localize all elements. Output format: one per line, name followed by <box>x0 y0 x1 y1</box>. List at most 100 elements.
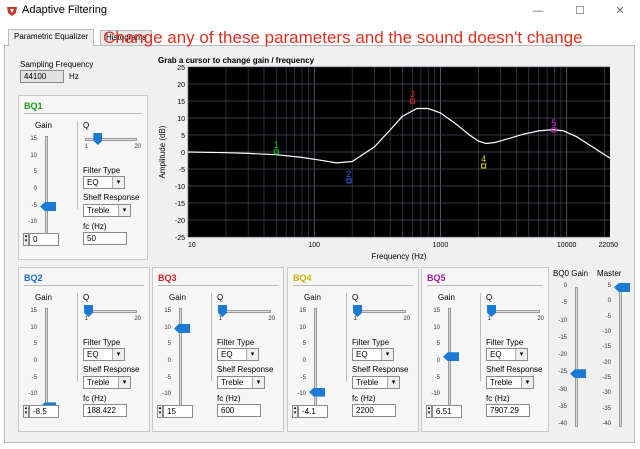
frequency-response-plot[interactable]: Grab a cursor to change gain / frequency… <box>158 55 630 267</box>
bq4-fc-field[interactable]: 2200 <box>352 404 396 417</box>
bq5-shelf-response-select[interactable]: Treble ▾ <box>486 376 534 389</box>
cursor-3-label[interactable]: 3 <box>410 89 415 99</box>
bq5-gain-field[interactable]: 6.51 <box>432 405 462 418</box>
chevron-down-icon[interactable]: ▾ <box>118 205 130 216</box>
bq2-gain-field[interactable]: -8.5 <box>29 405 59 418</box>
gain-tick-label: 0 <box>33 186 37 192</box>
y-tick-label: -25 <box>175 235 185 242</box>
cursor-1-marker[interactable] <box>273 149 279 155</box>
master-tick-label: -5 <box>605 313 611 320</box>
filter-type-label: Filter Type <box>352 338 390 347</box>
bq4-gain-field[interactable]: -4.1 <box>298 405 328 418</box>
gain-tick-label: 5 <box>302 341 306 348</box>
cursor-4-marker[interactable] <box>481 163 487 169</box>
bq4-filter-type-select[interactable]: EQ ▾ <box>352 348 394 361</box>
cursor-5-label[interactable]: 5 <box>551 118 556 128</box>
gain-tick-label: 0 <box>33 358 37 364</box>
close-button[interactable]: ✕ <box>615 5 625 17</box>
fc-label: fc (Hz) <box>217 394 241 403</box>
gain-spinner-icon[interactable]: ▴ ▾ <box>157 405 163 418</box>
gain-tick-label: -10 <box>431 391 440 398</box>
x-axis-label: Frequency (Hz) <box>371 252 426 261</box>
master-tick-label: 5 <box>607 283 611 289</box>
tab-histograms[interactable]: Histograms <box>100 30 153 46</box>
gain-spinner-icon[interactable]: ▴ ▾ <box>426 405 432 418</box>
bq1-q-slider-track[interactable] <box>85 138 137 141</box>
bq3-shelf-response-select[interactable]: Treble ▾ <box>217 376 265 389</box>
chevron-down-icon[interactable]: ▾ <box>521 377 533 388</box>
gain-spinner-icon[interactable]: ▴ ▾ <box>292 405 298 418</box>
chevron-down-icon[interactable]: ▾ <box>252 377 264 388</box>
tab-parametric-equalizer[interactable]: Parametric Equalizer <box>8 29 95 46</box>
filter-type-label: Filter Type <box>83 338 121 347</box>
bq3-gain-slider-track[interactable] <box>179 308 182 412</box>
fc-label: fc (Hz) <box>83 394 107 403</box>
cursor-3-marker[interactable] <box>409 98 415 104</box>
bq1-filter-type-select[interactable]: EQ ▾ <box>83 176 125 189</box>
bq2-q-slider-thumb[interactable] <box>84 305 94 317</box>
gain-tick-label: 15 <box>164 308 171 314</box>
frequency-response-chart[interactable]: Grab a cursor to change gain / frequency… <box>158 55 630 267</box>
bq5-fc-field[interactable]: 7907.29 <box>486 404 530 417</box>
bq0-gain-slider-thumb[interactable] <box>570 369 586 379</box>
chevron-down-icon[interactable]: ▾ <box>515 349 527 360</box>
bq0-gain-slider-track[interactable] <box>575 287 578 427</box>
shelf-response-value: Treble <box>490 378 513 387</box>
bq3-fc-field[interactable]: 600 <box>217 404 261 417</box>
minimize-button[interactable]: — <box>532 5 544 17</box>
cursor-1-label[interactable]: 1 <box>274 140 279 150</box>
gain-tick-label: 10 <box>30 324 37 331</box>
maximize-button[interactable]: ☐ <box>575 5 585 17</box>
filter-type-value: EQ <box>356 350 368 359</box>
chevron-down-icon[interactable]: ▾ <box>387 377 399 388</box>
bq2-title: BQ2 <box>24 273 43 283</box>
cursor-5-marker[interactable] <box>551 127 557 133</box>
q-min-label: 1 <box>487 316 491 322</box>
bq1-q-slider-thumb[interactable] <box>93 133 103 145</box>
bq4-q-slider-thumb[interactable] <box>353 305 363 317</box>
chevron-down-icon[interactable]: ▾ <box>381 349 393 360</box>
chevron-down-icon[interactable]: ▾ <box>246 349 258 360</box>
bq4-shelf-response-select[interactable]: Treble ▾ <box>352 376 400 389</box>
master-slider-thumb[interactable] <box>614 283 630 292</box>
bq1-gain-slider-track[interactable] <box>45 136 48 240</box>
bq2-shelf-response-select[interactable]: Treble ▾ <box>83 376 131 389</box>
gain-tick-label: 0 <box>167 358 171 364</box>
bq1-fc-field[interactable]: 50 <box>83 232 127 245</box>
y-tick-label: 25 <box>177 65 185 72</box>
bq0-tick-label: -10 <box>558 317 567 324</box>
cursor-2-label[interactable]: 2 <box>346 169 351 179</box>
chevron-down-icon[interactable]: ▾ <box>112 349 124 360</box>
q-min-label: 1 <box>353 316 357 322</box>
shelf-response-value: Treble <box>221 378 244 387</box>
gain-spinner-icon[interactable]: ▴ ▾ <box>23 405 29 418</box>
bq2-gain-slider-track[interactable] <box>45 308 48 412</box>
master-tick-label: -15 <box>602 344 611 351</box>
bq1-shelf-response-select[interactable]: Treble ▾ <box>83 204 131 217</box>
gain-tick-label: -10 <box>28 219 37 226</box>
gain-tick-label: -10 <box>297 391 306 398</box>
bq2-filter-type-select[interactable]: EQ ▾ <box>83 348 125 361</box>
bq3-q-slider-thumb[interactable] <box>218 305 228 317</box>
chevron-down-icon[interactable]: ▾ <box>118 377 130 388</box>
master-slider-track[interactable] <box>619 287 622 427</box>
bq5-filter-type-select[interactable]: EQ ▾ <box>486 348 528 361</box>
divider <box>346 293 347 381</box>
cursor-2-marker[interactable] <box>346 178 352 184</box>
bq3-filter-type-select[interactable]: EQ ▾ <box>217 348 259 361</box>
chevron-down-icon[interactable]: ▾ <box>112 177 124 188</box>
bq1-gain-field[interactable]: 0 <box>29 233 59 246</box>
bq3-gain-slider-thumb[interactable] <box>174 324 190 333</box>
cursor-4-label[interactable]: 4 <box>481 154 486 164</box>
bq1-title: BQ1 <box>24 101 43 111</box>
bq1-gain-slider-thumb[interactable] <box>40 202 56 211</box>
shelf-response-label: Shelf Response <box>83 193 140 202</box>
bq4-gain-slider-thumb[interactable] <box>309 387 325 397</box>
gain-spinner-icon[interactable]: ▴ ▾ <box>23 233 29 246</box>
bq3-gain-field[interactable]: 15 <box>163 405 193 418</box>
bq0-tick-label: -30 <box>558 386 567 393</box>
bq2-fc-field[interactable]: 188.422 <box>83 404 127 417</box>
bq5-q-slider-thumb[interactable] <box>487 305 497 317</box>
bq5-gain-slider-thumb[interactable] <box>443 352 459 362</box>
